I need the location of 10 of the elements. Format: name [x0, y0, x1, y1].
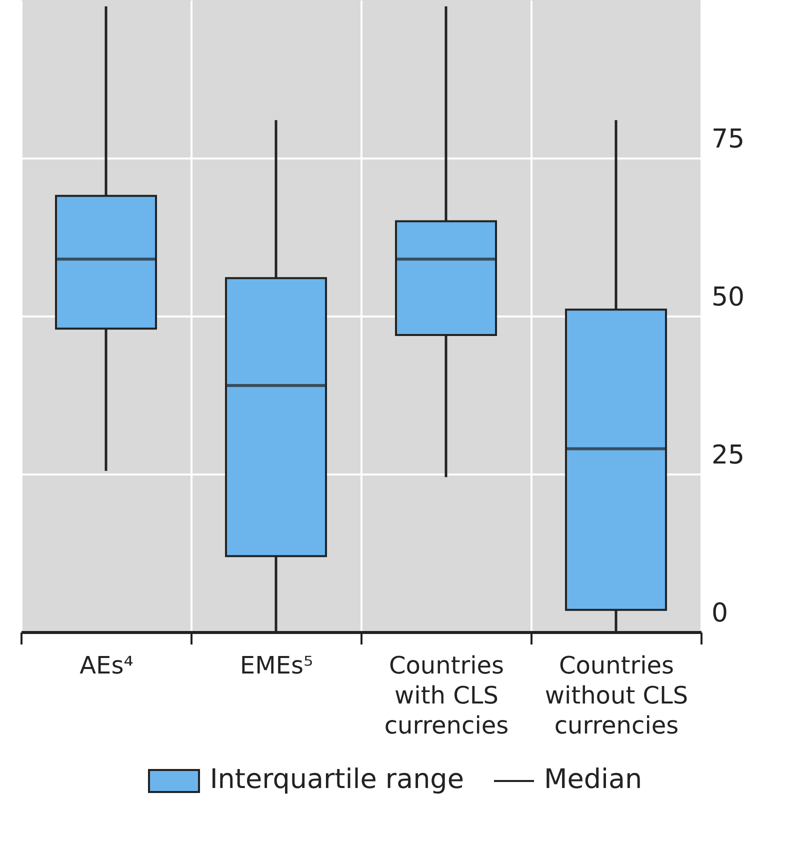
- x-tick-label: AEs⁴: [80, 652, 134, 680]
- y-tick-label: 50: [712, 282, 745, 312]
- legend-label: Interquartile range: [208, 764, 464, 795]
- y-tick-label: 25: [712, 440, 745, 470]
- x-tick-label: Countries with CLS currencies: [384, 652, 509, 740]
- y-tick-label: 0: [712, 598, 728, 628]
- text: Median: [542, 764, 642, 795]
- x-tick-label: Countries without CLS currencies: [544, 652, 688, 740]
- y-tick-label: 75: [712, 124, 745, 154]
- x-tick-label: EMEs⁵: [240, 652, 314, 680]
